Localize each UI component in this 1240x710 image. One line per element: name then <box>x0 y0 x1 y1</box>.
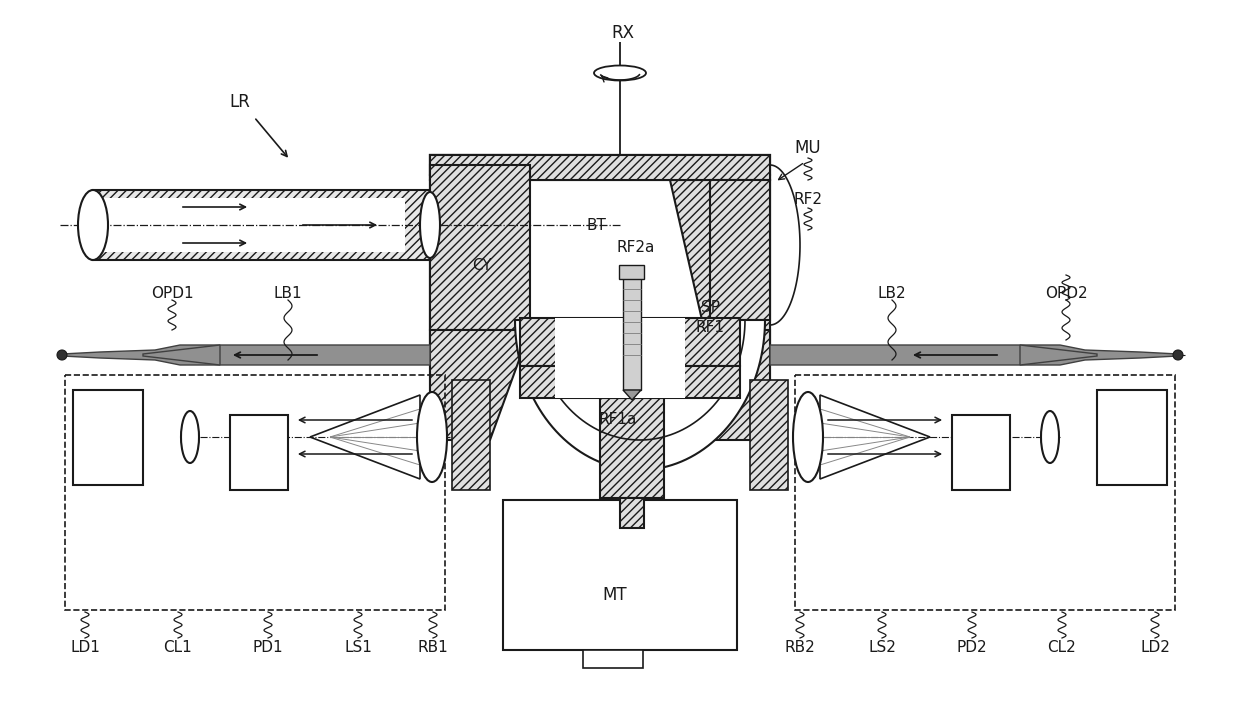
Text: MU: MU <box>795 139 821 157</box>
Bar <box>620 498 644 528</box>
Ellipse shape <box>1042 411 1059 463</box>
Bar <box>453 380 490 490</box>
Text: LD2: LD2 <box>1140 640 1169 655</box>
Text: PD2: PD2 <box>957 640 987 655</box>
Bar <box>952 415 1011 490</box>
Bar <box>520 366 740 398</box>
Bar <box>583 650 644 668</box>
Text: MT: MT <box>603 586 627 604</box>
Text: RF1a: RF1a <box>599 413 637 427</box>
Ellipse shape <box>78 190 108 260</box>
Text: LB1: LB1 <box>274 287 303 302</box>
Text: BT: BT <box>587 217 606 232</box>
Text: CL1: CL1 <box>164 640 192 655</box>
Text: OPD1: OPD1 <box>151 287 193 302</box>
Text: LB2: LB2 <box>878 287 906 302</box>
Ellipse shape <box>594 65 646 80</box>
Bar <box>64 375 445 610</box>
Text: LD1: LD1 <box>71 640 100 655</box>
Polygon shape <box>430 165 529 330</box>
Text: RX: RX <box>611 24 635 42</box>
Bar <box>1097 390 1167 485</box>
Bar <box>503 500 737 650</box>
Polygon shape <box>1021 345 1097 365</box>
Bar <box>750 380 787 490</box>
Bar <box>619 265 644 279</box>
Bar <box>430 155 770 180</box>
Polygon shape <box>310 395 420 479</box>
Ellipse shape <box>181 411 198 463</box>
Text: OPD2: OPD2 <box>1044 287 1087 302</box>
Text: RB2: RB2 <box>785 640 816 655</box>
Bar <box>795 375 1176 610</box>
Text: LS2: LS2 <box>868 640 897 655</box>
Circle shape <box>1173 350 1183 360</box>
Bar <box>430 155 770 180</box>
Polygon shape <box>770 345 1178 365</box>
Text: SP: SP <box>701 300 719 315</box>
Polygon shape <box>430 330 529 440</box>
Bar <box>73 390 143 485</box>
Bar <box>229 415 288 490</box>
Bar <box>93 190 430 260</box>
Bar <box>93 198 405 252</box>
Bar <box>556 366 684 398</box>
Circle shape <box>57 350 67 360</box>
Ellipse shape <box>420 192 440 258</box>
Text: RB1: RB1 <box>418 640 449 655</box>
Ellipse shape <box>417 392 446 482</box>
Text: LR: LR <box>229 93 250 111</box>
Bar <box>430 175 450 390</box>
Polygon shape <box>670 180 770 355</box>
Text: CY: CY <box>472 258 492 273</box>
Polygon shape <box>430 180 529 355</box>
Text: PD1: PD1 <box>253 640 283 655</box>
Bar <box>622 270 641 390</box>
Bar <box>556 318 684 366</box>
Polygon shape <box>820 395 930 479</box>
Text: CL2: CL2 <box>1048 640 1076 655</box>
Polygon shape <box>515 320 765 470</box>
Ellipse shape <box>794 392 823 482</box>
Polygon shape <box>143 345 219 365</box>
Polygon shape <box>62 345 430 365</box>
Polygon shape <box>711 180 770 320</box>
Bar <box>520 318 740 366</box>
Bar <box>430 155 770 175</box>
Polygon shape <box>711 330 770 440</box>
Bar <box>600 398 663 498</box>
Text: RF1: RF1 <box>696 320 724 336</box>
Polygon shape <box>622 390 641 400</box>
Text: RF2: RF2 <box>794 192 822 207</box>
Text: LS1: LS1 <box>343 640 372 655</box>
Text: RF2a: RF2a <box>616 241 655 256</box>
Bar <box>750 175 770 390</box>
Polygon shape <box>430 155 529 175</box>
